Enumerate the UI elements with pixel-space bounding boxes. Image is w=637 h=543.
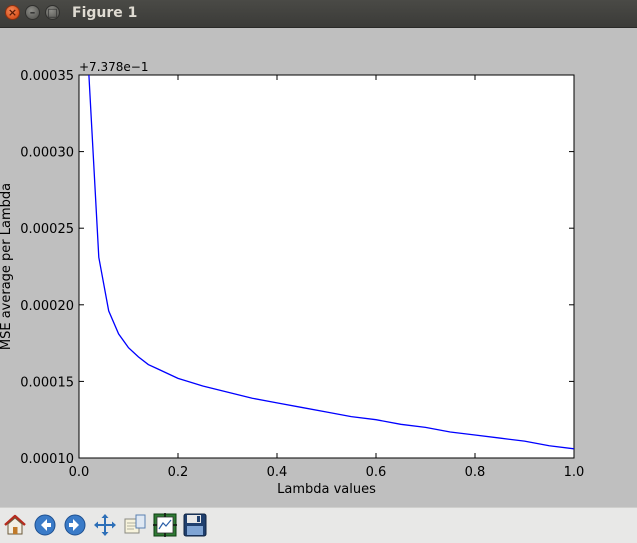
y-tick-label: 0.00015	[20, 375, 74, 390]
y-tick-label: 0.00030	[20, 146, 74, 161]
window-title: Figure 1	[72, 5, 138, 21]
x-tick-label: 0.8	[465, 465, 486, 480]
maximize-window-button[interactable]: □	[45, 5, 60, 20]
y-axis-label: MSE average per Lambda	[0, 183, 14, 350]
pan-button[interactable]	[91, 511, 119, 539]
y-tick-label: 0.00025	[20, 222, 74, 237]
configure-subplots-icon	[153, 513, 177, 537]
save-floppy-icon	[183, 513, 207, 537]
forward-button[interactable]	[61, 511, 89, 539]
zoom-rectangle-icon	[124, 514, 146, 534]
series-line	[88, 74, 575, 450]
forward-arrow-icon	[64, 514, 86, 536]
line-chart: 0.0 0.2 0.4 0.6 0.8 1.0 0.00010 0.00015 0.00020 0…	[0, 60, 584, 497]
window-titlebar: × – □ Figure 1	[0, 0, 637, 28]
x-tick-label: 0.0	[69, 465, 90, 480]
axes	[78, 74, 575, 459]
home-button[interactable]	[1, 511, 29, 539]
save-button[interactable]	[181, 511, 209, 539]
y-tick-label: 0.00010	[20, 452, 74, 467]
home-icon	[4, 514, 26, 535]
x-axis-label: Lambda values	[277, 482, 376, 497]
x-tick-label: 0.6	[366, 465, 387, 480]
minimize-window-button[interactable]: –	[25, 5, 40, 20]
x-tick-label: 0.2	[168, 465, 189, 480]
configure-subplots-button[interactable]	[151, 511, 179, 539]
x-tick-label: 0.4	[267, 465, 288, 480]
close-icon: ×	[7, 6, 18, 19]
minimize-icon: –	[29, 6, 36, 19]
close-window-button[interactable]: ×	[5, 5, 20, 20]
pan-move-icon	[94, 514, 116, 536]
y-tick-label: 0.00020	[20, 299, 74, 314]
back-arrow-icon	[34, 514, 56, 536]
ticks-group: 0.0 0.2 0.4 0.6 0.8 1.0 0.00010 0.00015 0.00020 0…	[20, 69, 584, 480]
back-button[interactable]	[31, 511, 59, 539]
plot-area	[78, 74, 575, 459]
maximize-icon: □	[47, 6, 58, 19]
zoom-button[interactable]	[121, 511, 149, 539]
y-tick-label: 0.00035	[20, 69, 74, 84]
figure-canvas[interactable]: 0.0 0.2 0.4 0.6 0.8 1.0 0.00010 0.00015 0.00020 0…	[0, 28, 637, 507]
x-tick-label: 1.0	[564, 465, 585, 480]
navigation-toolbar	[0, 507, 637, 543]
offset-text: +7.378e−1	[79, 60, 148, 74]
